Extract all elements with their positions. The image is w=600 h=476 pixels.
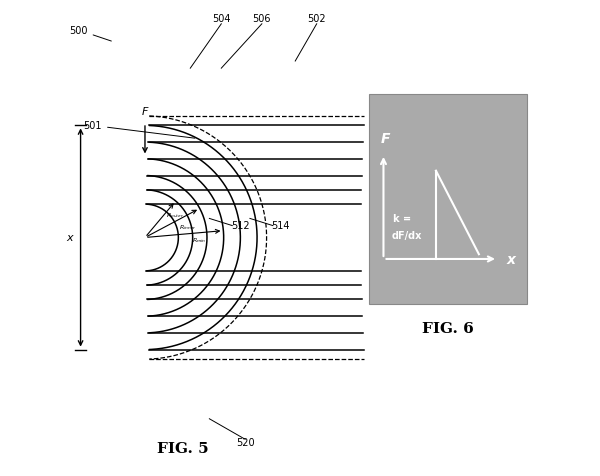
Text: x: x: [506, 252, 515, 267]
Text: 514: 514: [272, 220, 290, 230]
Text: FIG. 5: FIG. 5: [157, 441, 209, 456]
Text: 500: 500: [69, 26, 112, 42]
Text: dF/dx: dF/dx: [392, 231, 422, 240]
Text: $R_{min}$: $R_{min}$: [192, 236, 206, 244]
Text: FIG. 6: FIG. 6: [422, 321, 474, 335]
Text: x: x: [67, 233, 73, 243]
Text: 501: 501: [83, 121, 195, 139]
Bar: [369, 95, 527, 305]
Text: 512: 512: [231, 220, 250, 230]
Text: F: F: [381, 132, 391, 146]
Text: 502: 502: [307, 14, 326, 24]
Text: 506: 506: [253, 14, 271, 24]
Text: 504: 504: [212, 14, 230, 24]
Text: $R_{inner}$: $R_{inner}$: [179, 222, 197, 231]
Text: F: F: [142, 107, 148, 117]
Text: $R_{outer}$: $R_{outer}$: [166, 211, 184, 220]
Text: k =: k =: [393, 214, 411, 224]
Text: 520: 520: [236, 437, 254, 447]
